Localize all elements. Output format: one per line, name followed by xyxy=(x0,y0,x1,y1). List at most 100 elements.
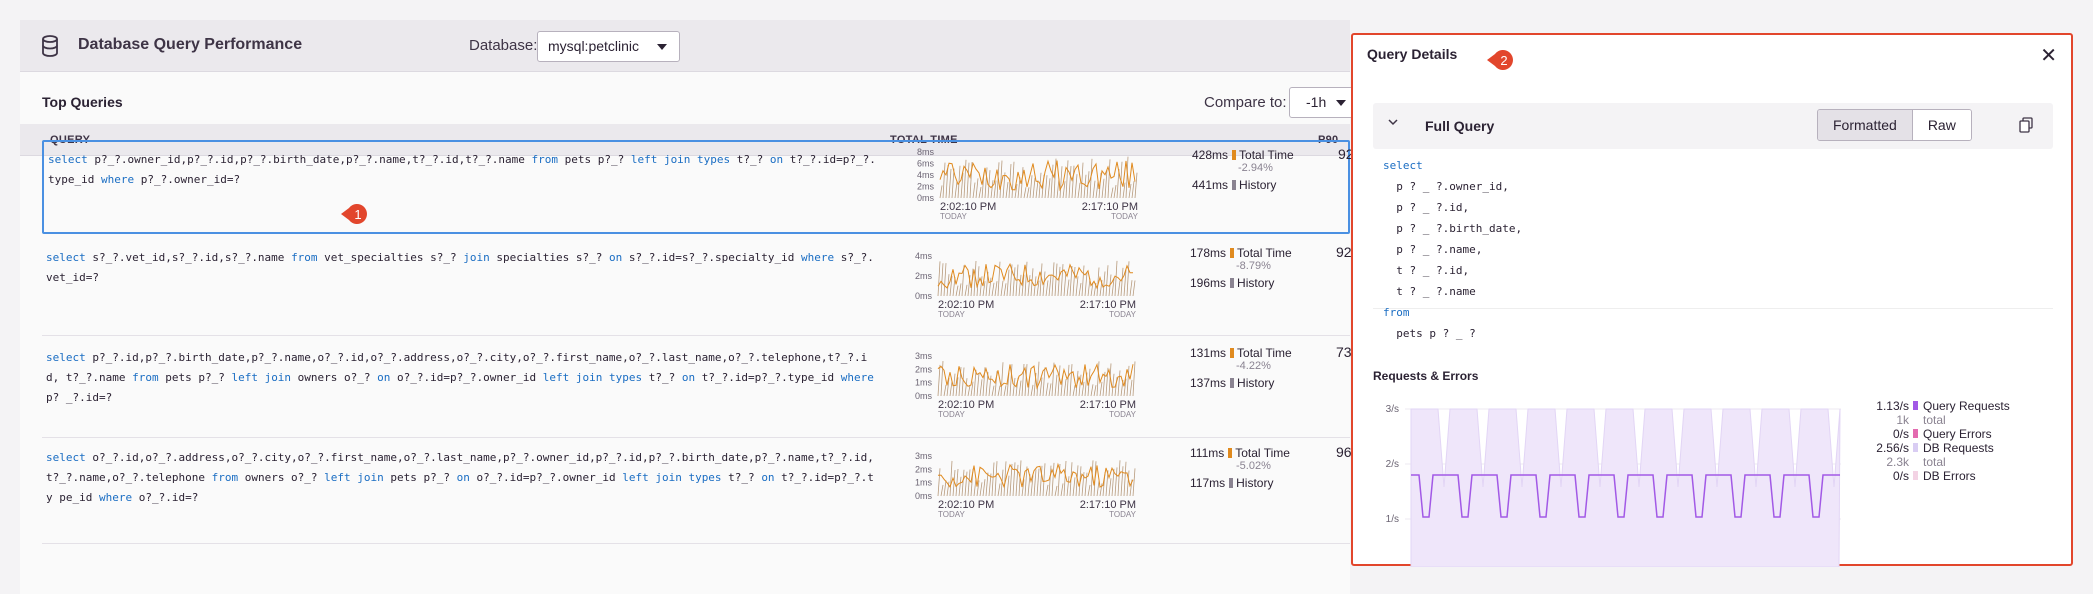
history-bar xyxy=(960,172,964,199)
legend-swatch xyxy=(1913,429,1918,438)
sql-text: o?_?.id=p?_?.owner_id xyxy=(390,371,543,384)
history-bar xyxy=(1105,265,1109,297)
history-bar xyxy=(1017,177,1021,199)
sql-text: t?_? xyxy=(642,371,682,384)
legend-value: 2.3k xyxy=(1886,455,1909,469)
history-bar xyxy=(973,478,977,497)
sql-keyword: join xyxy=(463,251,490,264)
history-bar xyxy=(1036,361,1040,397)
history-bar xyxy=(1003,461,1007,497)
history-bar xyxy=(964,378,968,397)
history-bar xyxy=(1027,275,1031,297)
history-bar xyxy=(1069,265,1073,297)
badge-1-label: 1 xyxy=(354,207,361,222)
history-bar xyxy=(1084,272,1088,297)
legend-item[interactable]: 0/s Query Errors xyxy=(1849,427,2059,441)
legend-value: 0/s xyxy=(1892,427,1909,441)
table-row[interactable]: select o?_?.id,o?_?.address,o?_?.city,o?… xyxy=(42,440,1367,544)
history-bar xyxy=(1104,169,1108,199)
legend-item[interactable]: 0/s DB Errors xyxy=(1849,469,2059,483)
history-bar xyxy=(973,369,977,397)
history-bar xyxy=(982,281,986,297)
history-bar xyxy=(1081,265,1085,297)
history-bar xyxy=(1045,280,1049,297)
history-bar xyxy=(997,385,1001,397)
raw-button[interactable]: Raw xyxy=(1912,110,1971,140)
history-bar xyxy=(1039,377,1043,397)
history-bar xyxy=(1023,187,1027,199)
history-bar xyxy=(966,162,970,199)
history-bar xyxy=(1093,385,1097,397)
badge-2-label: 2 xyxy=(1500,53,1507,68)
panel-title: Query Details xyxy=(1367,46,1458,62)
history-bar xyxy=(1006,372,1010,397)
history-bar xyxy=(967,385,971,397)
table-row[interactable]: select p?_?.id,p?_?.birth_date,p?_?.name… xyxy=(42,340,1367,438)
total-time-value: 428ms xyxy=(1192,148,1229,162)
history-bar xyxy=(988,473,992,497)
total-time-metric: 131ms Total Time -4.22% xyxy=(1190,346,1292,372)
history-bar xyxy=(1087,484,1091,497)
database-select[interactable]: mysql:petclinic xyxy=(537,31,680,62)
sql-text: p?_?.id,p?_?.birth_date,p?_?.name,o?_?.i… xyxy=(46,351,868,384)
history-bar xyxy=(1011,161,1015,199)
history-bar xyxy=(1117,280,1121,297)
sql-keyword: select xyxy=(46,351,86,364)
history-bar xyxy=(1099,483,1103,497)
query-sql: select p?_?.owner_id,p?_?.id,p?_?.birth_… xyxy=(48,150,878,190)
legend-item[interactable]: 1k total xyxy=(1849,413,2059,427)
sql-keyword: select xyxy=(46,251,86,264)
history-bar xyxy=(1014,184,1018,199)
history-bar xyxy=(1030,475,1034,497)
total-time-delta: -8.79% xyxy=(1236,260,1271,272)
history-bar xyxy=(958,283,962,297)
history-swatch xyxy=(1230,278,1235,288)
history-bar xyxy=(943,263,947,297)
history-bar xyxy=(1075,276,1079,297)
chevron-down-icon[interactable] xyxy=(1387,116,1399,128)
history-bar xyxy=(945,165,949,199)
history-bar xyxy=(1117,460,1121,497)
sql-text: t?_?.id=p?_?.ty pe_id xyxy=(46,471,874,504)
history-bar xyxy=(1108,478,1112,497)
full-query-header[interactable]: Full Query Formatted Raw xyxy=(1373,103,2053,149)
sql-keyword: where xyxy=(100,173,135,186)
legend-item[interactable]: 2.3k total xyxy=(1849,455,2059,469)
requests-legend: 1.13/s Query Requests 1k total 0/s Query Erro… xyxy=(1849,399,2059,483)
history-bar xyxy=(1077,182,1081,199)
history-bar xyxy=(1078,282,1082,297)
history-bar xyxy=(1063,461,1067,497)
formatted-button[interactable]: Formatted xyxy=(1818,110,1913,140)
total-time-delta: -2.94% xyxy=(1238,162,1273,174)
history-bar xyxy=(1015,464,1019,497)
sql-keyword: on xyxy=(769,153,784,166)
history-bar xyxy=(1123,461,1127,497)
history-bar xyxy=(1128,183,1132,199)
table-row[interactable]: select p?_?.owner_id,p?_?.id,p?_?.birth_… xyxy=(42,140,1369,234)
history-bar xyxy=(1033,276,1037,297)
total-time-metric: 428ms Total Time -2.94% xyxy=(1192,148,1294,174)
close-icon[interactable]: ✕ xyxy=(2040,45,2057,67)
legend-item[interactable]: 1.13/s Query Requests xyxy=(1849,399,2059,413)
history-value: 117ms xyxy=(1190,476,1226,490)
annotation-badge-2: 2 xyxy=(1487,50,1513,70)
table-row[interactable]: select s?_?.vet_id,s?_?.id,s?_?.name fro… xyxy=(42,240,1367,336)
copy-icon[interactable] xyxy=(2019,117,2033,133)
compare-select[interactable]: -1h xyxy=(1289,87,1359,118)
history-bar xyxy=(990,180,994,199)
history-bar xyxy=(937,364,941,397)
history-bar xyxy=(993,180,997,199)
y-tick-label: 3/s xyxy=(1386,404,1399,415)
query-requests-line xyxy=(1411,474,1840,518)
page-header: Database Query Performance Database: mys… xyxy=(20,20,1350,72)
total-time-line xyxy=(939,159,1136,192)
legend-item[interactable]: 2.56/s DB Requests xyxy=(1849,441,2059,455)
history-bar xyxy=(1039,263,1043,297)
query-details-panel: Query Details ✕ Full Query Formatted Raw… xyxy=(1351,33,2073,567)
history-bar xyxy=(1114,260,1118,297)
history-bar xyxy=(1005,182,1009,199)
history-bar xyxy=(1033,469,1037,497)
sql-text: p?_?.owner_id=? xyxy=(134,173,241,186)
history-bar xyxy=(1090,460,1094,497)
